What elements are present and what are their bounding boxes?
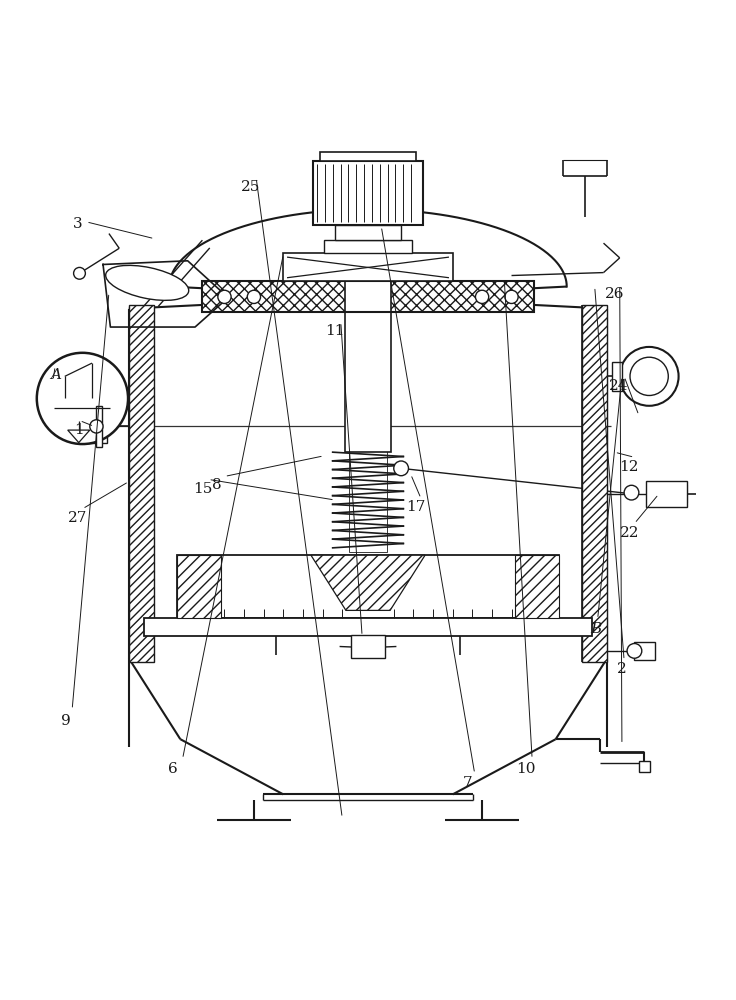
Bar bbox=[335, 225, 401, 240]
Bar bbox=[515, 555, 559, 618]
Bar bbox=[313, 161, 423, 225]
Text: 17: 17 bbox=[406, 500, 425, 514]
Text: 26: 26 bbox=[605, 287, 624, 301]
Circle shape bbox=[37, 353, 128, 444]
Circle shape bbox=[624, 485, 639, 500]
Bar bbox=[349, 448, 387, 552]
Bar bbox=[177, 555, 559, 618]
Ellipse shape bbox=[106, 265, 188, 300]
Circle shape bbox=[394, 461, 408, 476]
Text: 8: 8 bbox=[212, 478, 222, 492]
Text: 22: 22 bbox=[620, 526, 639, 540]
Polygon shape bbox=[311, 555, 425, 610]
Bar bbox=[612, 362, 622, 391]
Circle shape bbox=[475, 290, 489, 303]
Bar bbox=[87, 410, 107, 443]
Text: 27: 27 bbox=[68, 511, 87, 525]
Bar bbox=[351, 635, 385, 658]
Bar bbox=[177, 555, 221, 618]
Bar bbox=[96, 406, 102, 447]
Bar bbox=[639, 761, 650, 772]
Circle shape bbox=[90, 420, 103, 433]
Bar bbox=[320, 152, 416, 161]
Bar bbox=[646, 481, 687, 507]
Circle shape bbox=[627, 644, 642, 658]
Text: 7: 7 bbox=[462, 776, 473, 790]
Text: 3: 3 bbox=[72, 217, 82, 231]
Text: 1: 1 bbox=[74, 423, 85, 437]
Bar bbox=[129, 305, 154, 662]
Text: A: A bbox=[50, 368, 60, 382]
Bar bbox=[634, 642, 655, 660]
Bar bbox=[324, 240, 412, 253]
Text: 12: 12 bbox=[620, 460, 639, 474]
Text: 6: 6 bbox=[168, 762, 178, 776]
Text: 2: 2 bbox=[617, 662, 627, 676]
Text: B: B bbox=[590, 622, 602, 636]
Circle shape bbox=[247, 290, 261, 303]
Circle shape bbox=[218, 290, 231, 303]
Bar bbox=[283, 253, 453, 281]
Text: 25: 25 bbox=[241, 180, 260, 194]
Text: 11: 11 bbox=[325, 324, 344, 338]
Text: 9: 9 bbox=[61, 714, 71, 728]
Bar bbox=[202, 281, 534, 312]
Bar bbox=[582, 305, 607, 662]
Circle shape bbox=[505, 290, 518, 303]
Text: 15: 15 bbox=[193, 482, 212, 496]
Circle shape bbox=[620, 347, 679, 406]
Polygon shape bbox=[68, 430, 90, 443]
Circle shape bbox=[74, 267, 85, 279]
Circle shape bbox=[630, 357, 668, 395]
Bar bbox=[345, 281, 391, 452]
Bar bbox=[202, 281, 534, 312]
Text: 10: 10 bbox=[517, 762, 536, 776]
Text: 24: 24 bbox=[609, 379, 628, 393]
Bar bbox=[144, 618, 592, 636]
